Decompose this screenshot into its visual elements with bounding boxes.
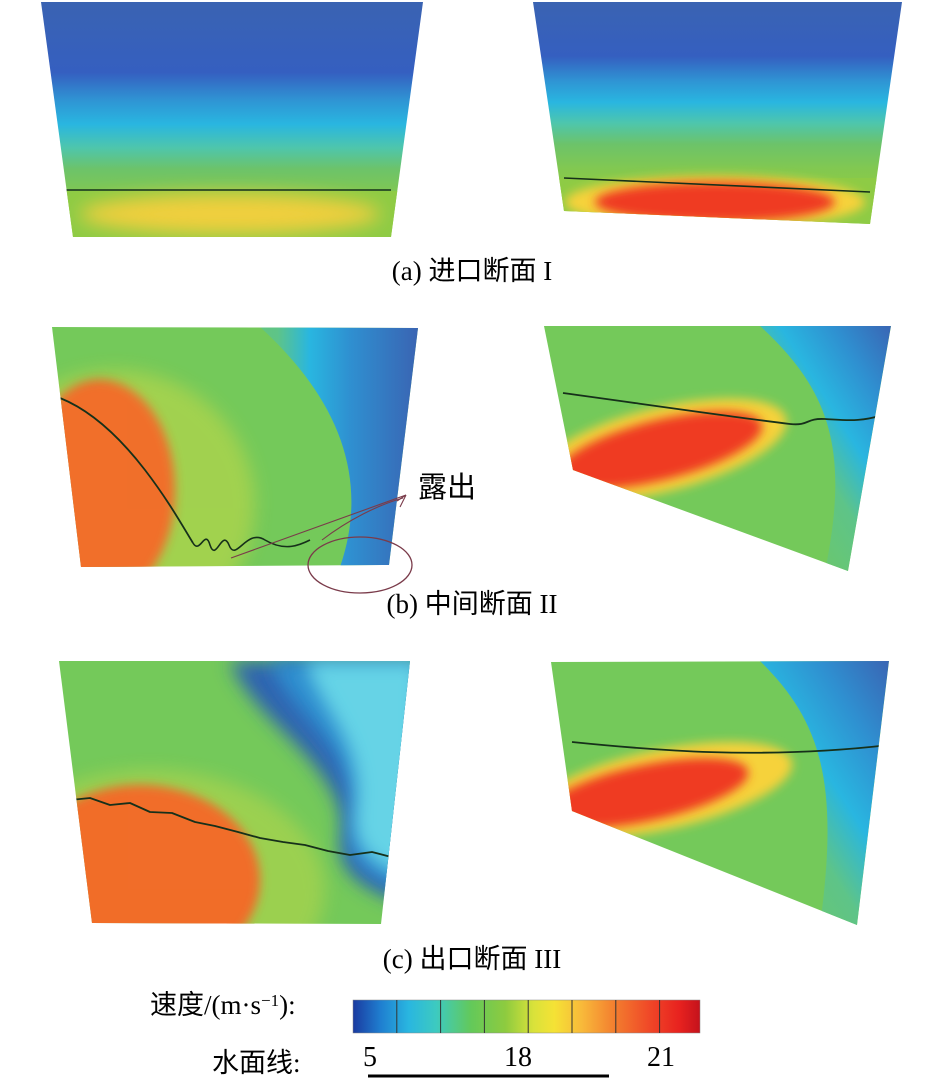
svg-text:(c) 出口断面 III: (c) 出口断面 III — [383, 944, 561, 974]
svg-text:21: 21 — [647, 1042, 675, 1073]
svg-text:露出: 露出 — [418, 471, 476, 504]
svg-text:(b) 中间断面 II: (b) 中间断面 II — [387, 589, 558, 619]
svg-text:5: 5 — [363, 1042, 377, 1073]
svg-text:18: 18 — [504, 1042, 532, 1073]
svg-text:(a) 进口断面 I: (a) 进口断面 I — [392, 256, 552, 286]
svg-text:水面线:: 水面线: — [212, 1048, 301, 1078]
svg-text:速度/(m·s−1):: 速度/(m·s−1): — [150, 990, 296, 1020]
